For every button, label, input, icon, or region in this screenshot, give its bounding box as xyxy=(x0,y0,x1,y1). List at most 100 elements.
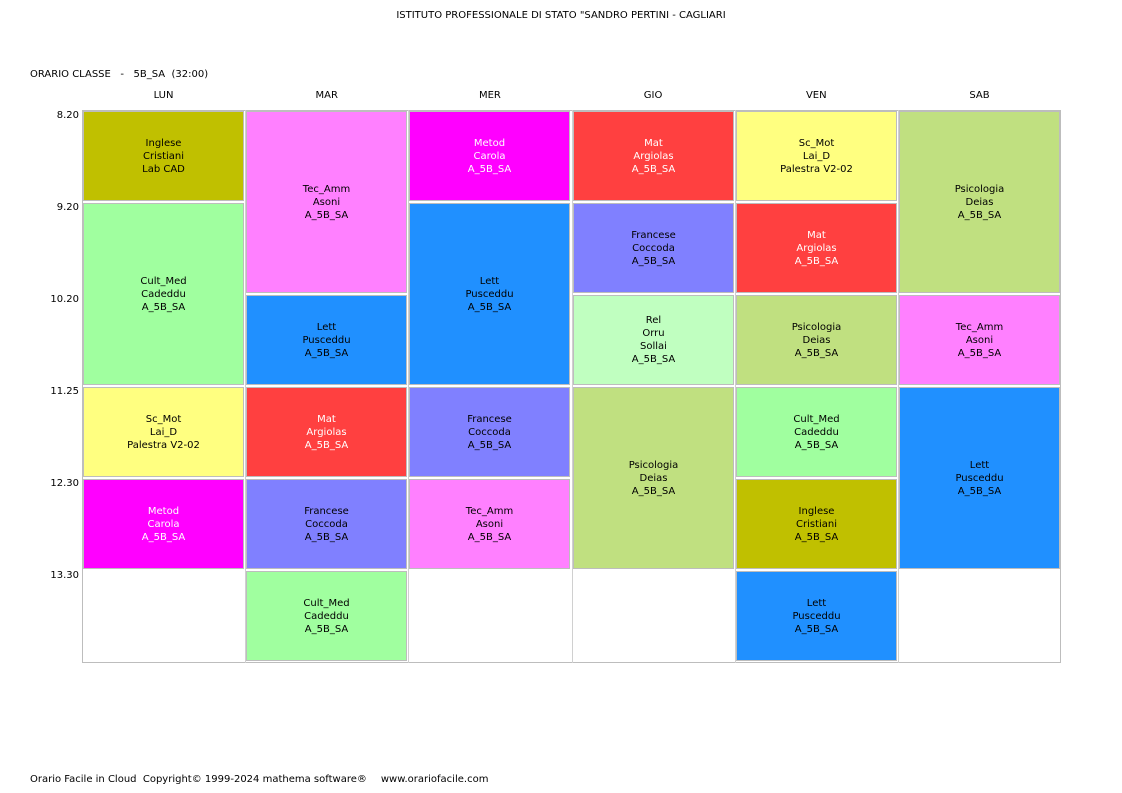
lesson-teacher: Argiolas xyxy=(633,150,674,162)
lesson-teacher: Coccoda xyxy=(305,518,348,530)
time-label: 8.20 xyxy=(56,110,79,121)
lesson-teacher: Pusceddu xyxy=(302,334,351,346)
lesson-room: A_5B_SA xyxy=(467,163,512,175)
day-header-mar: MAR xyxy=(315,90,338,101)
lesson-subject: Mat xyxy=(317,413,336,425)
lesson-block-mat[interactable]: Mat Argiolas A_5B_SA xyxy=(736,203,897,293)
lesson-block-francese[interactable]: Francese Coccoda A_5B_SA xyxy=(573,203,734,293)
lesson-subject: Psicologia xyxy=(628,459,679,471)
lesson-block-mat[interactable]: Mat Argiolas A_5B_SA xyxy=(573,111,734,201)
lesson-room: A_5B_SA xyxy=(304,531,349,543)
lesson-block-tec-amm[interactable]: Tec_Amm Asoni A_5B_SA xyxy=(899,295,1060,385)
lesson-room: Lab CAD xyxy=(142,163,185,175)
school-title: ISTITUTO PROFESSIONALE DI STATO "SANDRO … xyxy=(396,10,726,21)
column-divider xyxy=(898,110,899,663)
column-divider xyxy=(572,110,573,663)
lesson-subject: Francese xyxy=(304,505,349,517)
column-divider xyxy=(245,110,246,663)
lesson-room: A_5B_SA xyxy=(304,439,349,451)
day-header-lun: LUN xyxy=(153,90,174,101)
day-header-gio: GIO xyxy=(643,90,663,101)
lesson-block-mat[interactable]: Mat Argiolas A_5B_SA xyxy=(246,387,407,477)
lesson-block-lett[interactable]: Lett Pusceddu A_5B_SA xyxy=(246,295,407,385)
lesson-block-psicologia[interactable]: Psicologia Deias A_5B_SA xyxy=(736,295,897,385)
lesson-block-cult-med[interactable]: Cult_Med Cadeddu A_5B_SA xyxy=(246,571,407,661)
lesson-block-psicologia[interactable]: Psicologia Deias A_5B_SA xyxy=(899,111,1060,293)
lesson-block-rel[interactable]: Rel Orru Sollai A_5B_SA xyxy=(573,295,734,385)
lesson-block-cult-med[interactable]: Cult_Med Cadeddu A_5B_SA xyxy=(83,203,244,385)
lesson-room: Palestra V2-02 xyxy=(780,163,853,175)
lesson-room: A_5B_SA xyxy=(141,301,186,313)
day-header-ven: VEN xyxy=(805,90,827,101)
lesson-block-psicologia[interactable]: Psicologia Deias A_5B_SA xyxy=(573,387,734,569)
lesson-subject: Lett xyxy=(806,597,827,609)
lesson-teacher: Orru xyxy=(642,328,665,339)
lesson-block-cult-med[interactable]: Cult_Med Cadeddu A_5B_SA xyxy=(736,387,897,477)
lesson-block-tec-amm[interactable]: Tec_Amm Asoni A_5B_SA xyxy=(409,479,570,569)
lesson-subject: Tec_Amm xyxy=(302,183,351,195)
lesson-teacher: Coccoda xyxy=(468,426,511,438)
lesson-teacher: Sollai xyxy=(640,341,667,352)
lesson-teacher: Cristiani xyxy=(142,150,185,162)
lesson-room: A_5B_SA xyxy=(794,255,839,267)
lesson-room: A_5B_SA xyxy=(304,623,349,635)
lesson-room: A_5B_SA xyxy=(794,623,839,635)
lesson-block-inglese[interactable]: Inglese Cristiani A_5B_SA xyxy=(736,479,897,569)
lesson-room: A_5B_SA xyxy=(631,163,676,175)
lesson-room: A_5B_SA xyxy=(467,301,512,313)
day-header-mer: MER xyxy=(478,90,501,101)
lesson-teacher: Asoni xyxy=(312,196,341,208)
lesson-subject: Psicologia xyxy=(954,183,1005,195)
column-divider xyxy=(735,110,736,663)
lesson-subject: Rel xyxy=(645,315,662,326)
lesson-teacher: Deias xyxy=(802,334,831,346)
lesson-teacher: Lai_D xyxy=(802,150,831,162)
lesson-subject: Cult_Med xyxy=(303,597,350,609)
lesson-subject: Metod xyxy=(473,137,506,149)
lesson-teacher: Cristiani xyxy=(795,518,838,530)
lesson-room: A_5B_SA xyxy=(957,209,1002,221)
footer: Orario Facile in Cloud Copyright© 1999-2… xyxy=(30,774,488,785)
lesson-room: A_5B_SA xyxy=(631,354,676,365)
website-link[interactable]: www.orariofacile.com xyxy=(380,774,489,785)
column-divider xyxy=(408,110,409,663)
lesson-teacher: Coccoda xyxy=(632,242,675,254)
lesson-block-lett[interactable]: Lett Pusceddu A_5B_SA xyxy=(409,203,570,385)
lesson-teacher: Argiolas xyxy=(796,242,837,254)
day-header-sab: SAB xyxy=(969,90,990,101)
lesson-teacher: Lai_D xyxy=(149,426,178,438)
lesson-room: A_5B_SA xyxy=(467,439,512,451)
lesson-block-francese[interactable]: Francese Coccoda A_5B_SA xyxy=(409,387,570,477)
lesson-room: A_5B_SA xyxy=(304,347,349,359)
copyright-text: Orario Facile in Cloud Copyright© 1999-2… xyxy=(30,774,367,785)
lesson-room: A_5B_SA xyxy=(631,255,676,267)
lesson-subject: Metod xyxy=(147,505,180,517)
lesson-block-metod[interactable]: Metod Carola A_5B_SA xyxy=(83,479,244,569)
lesson-teacher: Cadeddu xyxy=(794,426,839,438)
lesson-block-inglese[interactable]: Inglese Cristiani Lab CAD xyxy=(83,111,244,201)
lesson-teacher: Deias xyxy=(965,196,994,208)
lesson-room: A_5B_SA xyxy=(794,531,839,543)
lesson-block-sc-mot[interactable]: Sc_Mot Lai_D Palestra V2-02 xyxy=(736,111,897,201)
lesson-block-tec-amm[interactable]: Tec_Amm Asoni A_5B_SA xyxy=(246,111,407,293)
lesson-teacher: Argiolas xyxy=(306,426,347,438)
lesson-room: A_5B_SA xyxy=(957,347,1002,359)
lesson-block-lett[interactable]: Lett Pusceddu A_5B_SA xyxy=(736,571,897,661)
lesson-teacher: Pusceddu xyxy=(465,288,514,300)
lesson-subject: Lett xyxy=(969,459,990,471)
lesson-subject: Francese xyxy=(467,413,512,425)
lesson-teacher: Pusceddu xyxy=(792,610,841,622)
lesson-block-lett[interactable]: Lett Pusceddu A_5B_SA xyxy=(899,387,1060,569)
lesson-room: Palestra V2-02 xyxy=(127,439,200,451)
lesson-block-francese[interactable]: Francese Coccoda A_5B_SA xyxy=(246,479,407,569)
lesson-teacher: Cadeddu xyxy=(141,288,186,300)
lesson-block-metod[interactable]: Metod Carola A_5B_SA xyxy=(409,111,570,201)
lesson-subject: Inglese xyxy=(798,505,835,517)
lesson-subject: Francese xyxy=(631,229,676,241)
lesson-subject: Sc_Mot xyxy=(145,413,182,425)
lesson-subject: Psicologia xyxy=(791,321,842,333)
time-label: 13.30 xyxy=(50,570,79,581)
lesson-subject: Cult_Med xyxy=(793,413,840,425)
time-label: 10.20 xyxy=(50,294,79,305)
lesson-block-sc-mot[interactable]: Sc_Mot Lai_D Palestra V2-02 xyxy=(83,387,244,477)
